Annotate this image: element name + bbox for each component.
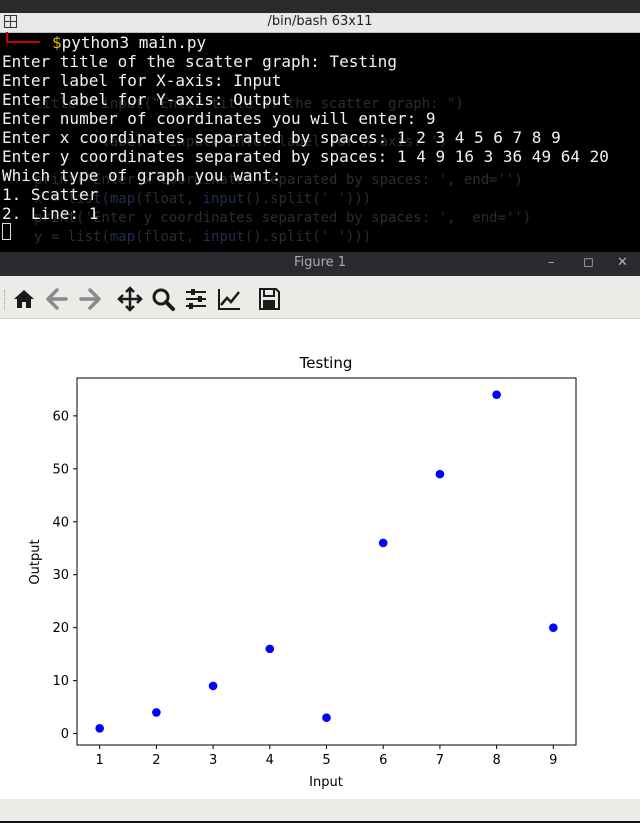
chart-title: Testing (299, 354, 353, 372)
x-tick-label: 4 (266, 753, 274, 768)
pan-button[interactable] (117, 286, 143, 312)
scatter-point (549, 623, 558, 632)
scatter-point (95, 724, 104, 733)
background-ghost-code: print('Enter x coordinates separated by … (34, 172, 523, 188)
navigation-toolbar (0, 280, 640, 319)
background-ghost-code: print('Enter y coordinates separated by … (34, 210, 532, 226)
scatter-point (265, 644, 275, 654)
x-axis-label: Input (309, 775, 343, 790)
terminal-line: 2. Line: 1 (2, 204, 99, 223)
edit-axis-icon (218, 289, 240, 310)
x-axis: 1 2 3 4 5 6 7 8 9 (96, 745, 557, 768)
terminal-line: Enter y coordinates separated by spaces:… (2, 147, 609, 166)
figure-canvas[interactable]: Testing 0 10 20 30 40 50 60 1 2 3 4 5 6 7 8 9 Input Ou… (0, 319, 640, 799)
y-tick-label: 60 (52, 409, 69, 424)
command-line: $python3 main.py (52, 33, 206, 52)
scatter-point (322, 713, 331, 723)
home-icon (14, 290, 34, 308)
terminal-line: Enter label for Y-axis: Output (2, 90, 291, 109)
prompt-symbol: $ (52, 33, 62, 52)
pan-icon (117, 286, 143, 312)
scatter-point (378, 538, 388, 548)
prompt-decoration (6, 32, 14, 43)
data-points (95, 390, 558, 733)
y-tick-label: 0 (61, 727, 69, 742)
configure-subplots-icon (186, 289, 206, 309)
background-ghost-code: y = list(map(float, input().split(' '))) (34, 229, 372, 245)
scatter-chart: Testing 0 10 20 30 40 50 60 1 2 3 4 5 6 7 8 9 Input Ou… (0, 319, 640, 803)
y-tick-label: 30 (52, 568, 69, 583)
forward-button[interactable] (77, 286, 103, 312)
edit-axis-button[interactable] (216, 286, 242, 312)
scatter-point (435, 469, 445, 479)
home-button[interactable] (11, 286, 37, 312)
terminal-title: /bin/bash 63x11 (267, 14, 373, 29)
terminal-window: /bin/bash 63x11 title = input("Enter tit… (0, 0, 640, 252)
minimize-button[interactable]: – (548, 255, 555, 270)
back-arrow-icon (46, 288, 68, 310)
configure-subplots-button[interactable] (183, 286, 209, 312)
x-tick-label: 8 (492, 753, 500, 768)
terminal-line: Enter number of coordinates you will ent… (2, 109, 436, 128)
forward-arrow-icon (79, 288, 101, 310)
scatter-point (208, 681, 218, 691)
command-text: python3 main.py (61, 33, 207, 52)
save-icon (259, 288, 280, 310)
x-tick-label: 5 (322, 753, 330, 768)
back-button[interactable] (44, 286, 70, 312)
terminal-line: Enter x coordinates separated by spaces:… (2, 128, 561, 147)
status-bar (0, 799, 640, 821)
terminal-line: 1. Scatter (2, 185, 99, 204)
x-tick-label: 9 (549, 753, 557, 768)
window-bottom-edge (0, 821, 640, 823)
figure-title: Figure 1 (293, 255, 347, 270)
plot-area (76, 377, 577, 746)
terminal-line: Enter title of the scatter graph: Testin… (2, 52, 397, 71)
x-tick-label: 6 (379, 753, 387, 768)
y-axis: 0 10 20 30 40 50 60 (52, 409, 77, 742)
y-tick-label: 50 (52, 462, 69, 477)
save-button[interactable] (256, 286, 282, 312)
x-tick-label: 3 (209, 753, 217, 768)
y-tick-label: 20 (52, 621, 69, 636)
prompt-decoration (14, 41, 40, 43)
scatter-point (152, 708, 161, 717)
terminal-output[interactable]: title = input("Enter title of the scatte… (0, 32, 640, 252)
y-tick-label: 40 (52, 515, 69, 530)
y-axis-label: Output (28, 539, 43, 584)
x-tick-label: 2 (152, 753, 160, 768)
figure-window: Figure 1 – ◻ ✕ (0, 252, 640, 823)
scatter-point (492, 390, 501, 399)
terminal-cursor (2, 223, 11, 240)
x-tick-label: 1 (96, 753, 104, 768)
terminal-top-strip (0, 0, 640, 13)
terminal-line: Which type of graph you want: (2, 166, 282, 185)
background-ghost-code: x = list(map(float, input().split(' '))) (34, 191, 372, 207)
figure-titlebar[interactable]: Figure 1 – ◻ ✕ (0, 252, 640, 276)
close-button[interactable]: ✕ (617, 255, 628, 270)
y-tick-label: 10 (52, 674, 69, 689)
zoom-icon (152, 288, 175, 311)
toolbar-grip (4, 290, 7, 310)
zoom-button[interactable] (150, 286, 176, 312)
terminal-line: Enter label for X-axis: Input (2, 71, 282, 90)
background-ghost-code: title = input("Enter title of the scatte… (34, 96, 464, 112)
terminal-titlebar[interactable]: /bin/bash 63x11 (0, 13, 640, 33)
window-menu-icon[interactable] (4, 15, 17, 28)
background-ghost-code: label = input('Enter label for X-axis: '… (34, 134, 448, 150)
maximize-button[interactable]: ◻ (583, 255, 594, 270)
x-tick-label: 7 (436, 753, 444, 768)
